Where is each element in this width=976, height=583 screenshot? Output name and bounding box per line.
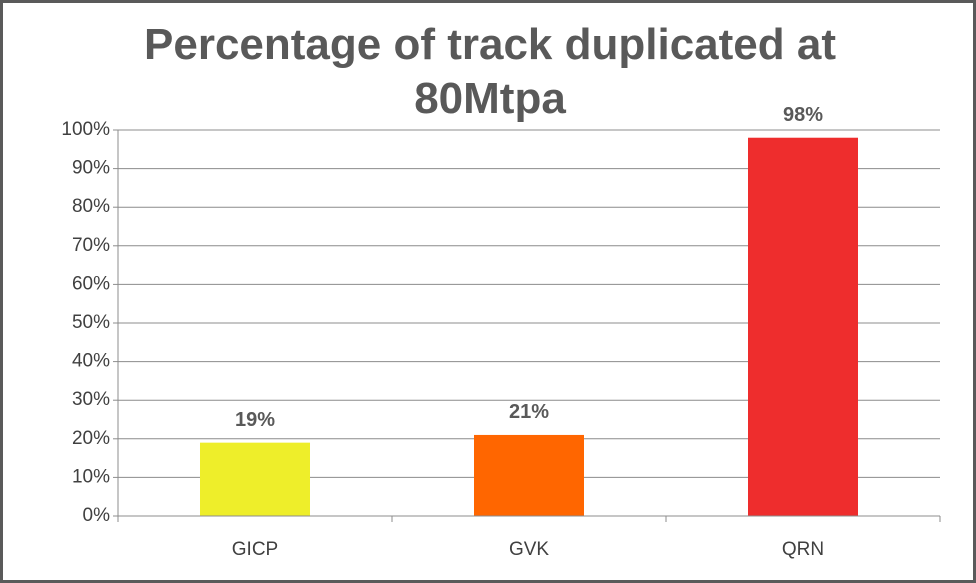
y-tick-label: 90% (72, 158, 110, 179)
y-tick-label: 20% (72, 428, 110, 449)
y-tick-label: 40% (72, 351, 110, 372)
x-tick-label: GICP (232, 539, 278, 560)
bar (748, 137, 858, 516)
x-tick-label: QRN (782, 539, 824, 560)
data-label: 21% (509, 401, 549, 423)
y-tick-label: 50% (72, 312, 110, 333)
bar (474, 434, 584, 516)
y-tick-label: 70% (72, 235, 110, 256)
y-tick-label: 60% (72, 273, 110, 294)
x-tick-label: GVK (509, 539, 549, 560)
y-tick-label: 80% (72, 196, 110, 217)
y-tick-label: 100% (61, 119, 110, 140)
bar (200, 442, 310, 516)
y-tick-label: 30% (72, 389, 110, 410)
data-label: 19% (235, 409, 275, 431)
y-tick-label: 10% (72, 466, 110, 487)
y-tick-label: 0% (83, 505, 111, 526)
data-label: 98% (783, 104, 823, 126)
chart-title: Percentage of track duplicated at 80Mtpa (144, 20, 836, 123)
